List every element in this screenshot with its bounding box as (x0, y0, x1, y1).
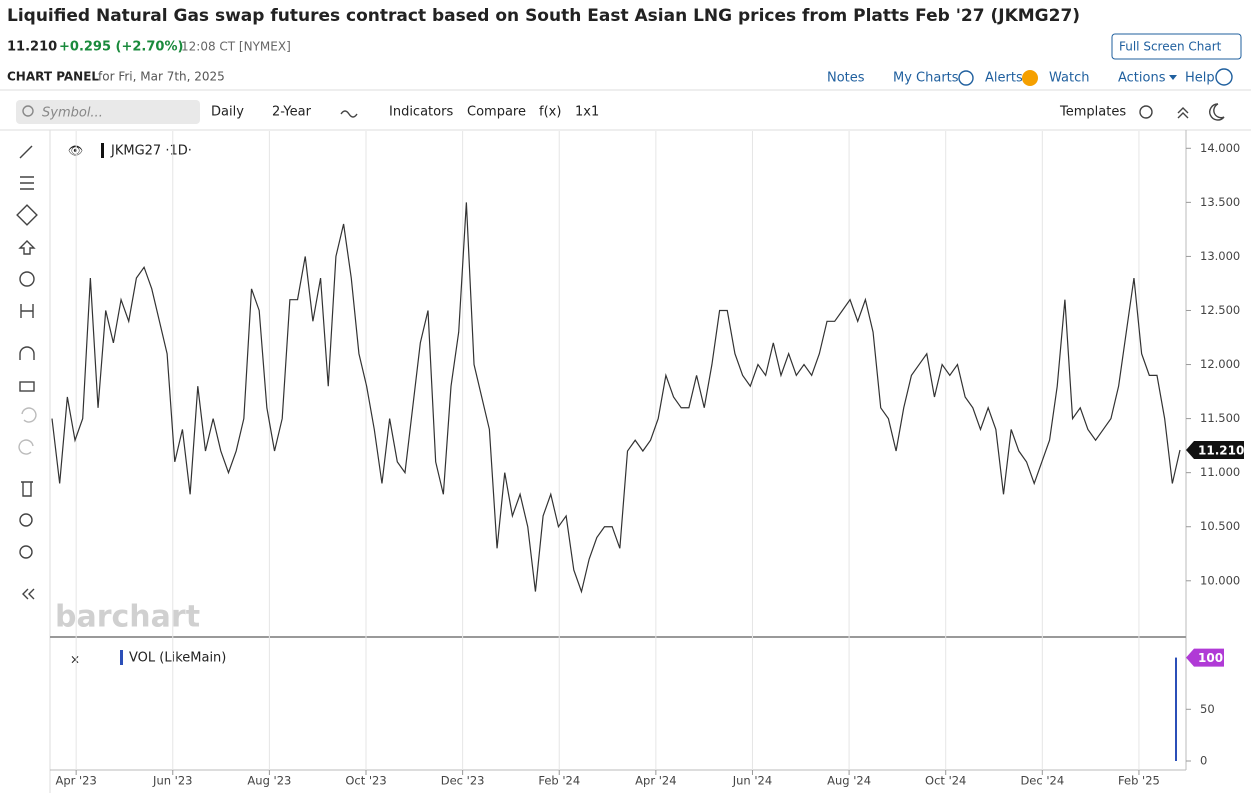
tool-zoom-in[interactable] (19, 513, 33, 527)
search-icon (22, 105, 34, 117)
nav-my-charts[interactable]: My Charts (893, 71, 959, 86)
y-tick-label: 10.000 (1200, 573, 1240, 587)
x-tick-label: Oct '23 (345, 774, 386, 788)
caret (1169, 75, 1177, 80)
x-tick-label: Apr '24 (635, 774, 676, 788)
tool-undo[interactable] (21, 407, 37, 423)
toolbar-templates[interactable]: Templates (1059, 105, 1126, 120)
y-tick-label: 13.500 (1200, 195, 1240, 209)
x-tick-label: Dec '23 (441, 774, 485, 788)
toolbar-compare[interactable]: Compare (467, 105, 526, 120)
settings-icon[interactable] (1139, 105, 1153, 119)
page-title: Liquified Natural Gas swap futures contr… (7, 6, 1080, 26)
tool-shape[interactable] (16, 204, 38, 226)
volume-badge (1186, 648, 1224, 667)
plus-icon[interactable] (958, 70, 974, 86)
collapse-icon[interactable] (1177, 107, 1189, 119)
watermark: barchart (55, 600, 200, 635)
tool-delete[interactable] (21, 481, 33, 497)
tool-lock[interactable] (19, 381, 35, 392)
panel-date: for Fri, Mar 7th, 2025 (98, 70, 225, 84)
tool-column (16, 145, 38, 600)
y-tick-label: 12.500 (1200, 303, 1240, 317)
x-tick-label: Apr '23 (55, 774, 96, 788)
close-icon[interactable]: × (70, 653, 80, 667)
y-tick-label: 11.500 (1200, 411, 1240, 425)
y-tick-label: 11.000 (1200, 465, 1240, 479)
legend-vol-swatch (120, 650, 123, 665)
tool-arrow[interactable] (18, 240, 36, 255)
theme-icon[interactable] (1209, 103, 1225, 121)
legend-volume[interactable]: VOL (LikeMain) (129, 651, 226, 666)
volume-badge-label: 100 (1198, 651, 1223, 665)
nav-alerts[interactable]: Alerts (985, 71, 1023, 86)
price-badge-label: 11.210 (1198, 443, 1244, 457)
tool-measure[interactable] (20, 304, 34, 318)
volume-bar (1175, 657, 1177, 761)
x-tick-label: Oct '24 (925, 774, 966, 788)
symbol-input[interactable] (16, 100, 200, 124)
x-tick-label: Feb '25 (1118, 774, 1160, 788)
tool-collapse[interactable] (22, 588, 35, 600)
x-tick-label: Feb '24 (538, 774, 580, 788)
chart-type-icon[interactable] (340, 110, 358, 118)
help-icon[interactable] (1215, 68, 1233, 86)
toolbar-daily[interactable]: Daily (211, 105, 244, 120)
x-tick-label: Jun '23 (152, 774, 192, 788)
nav-actions[interactable]: Actions (1118, 71, 1166, 86)
y-tick-label: 12.000 (1200, 357, 1240, 371)
tool-fib[interactable] (20, 176, 34, 190)
alert-icon[interactable] (1022, 70, 1038, 86)
eye-icon[interactable]: 👁 (68, 144, 83, 158)
y-tick-label: 50 (1200, 702, 1215, 716)
tool-count[interactable] (19, 271, 35, 287)
toolbar-range[interactable]: 2-Year (272, 105, 312, 120)
x-tick-label: Aug '24 (827, 774, 871, 788)
nav-watch[interactable]: Watch (1049, 71, 1089, 86)
fullscreen-label[interactable]: Full Screen Chart (1119, 40, 1222, 54)
x-tick-label: Jun '24 (732, 774, 772, 788)
tool-line[interactable] (19, 145, 33, 159)
y-tick-label: 13.000 (1200, 249, 1240, 263)
fullscreen-button[interactable] (1111, 33, 1242, 60)
legend-swatch (101, 143, 104, 158)
symbol-placeholder[interactable]: Symbol... (42, 106, 103, 121)
last-price: 11.210 (7, 40, 57, 55)
price-badge (1186, 440, 1244, 459)
x-tick-label: Aug '23 (247, 774, 291, 788)
legend-main[interactable]: JKMG27 ·1D· (110, 144, 192, 159)
price-change: +0.295 (+2.70%) (59, 40, 183, 55)
toolbar-fx[interactable]: f(x) (539, 105, 561, 120)
x-tick-label: Dec '24 (1020, 774, 1064, 788)
quote-time: 12:08 CT [NYMEX] (181, 40, 291, 54)
price-line (51, 202, 1181, 594)
nav-help[interactable]: Help (1185, 71, 1215, 86)
panel-label: CHART PANEL (7, 70, 99, 84)
y-tick-label: 0 (1200, 754, 1207, 768)
nav-notes[interactable]: Notes (827, 71, 865, 86)
tool-zoom-out[interactable] (19, 545, 33, 559)
y-tick-label: 14.000 (1200, 141, 1240, 155)
toolbar-indicators[interactable]: Indicators (389, 105, 453, 120)
y-tick-label: 10.500 (1200, 519, 1240, 533)
toolbar-layout[interactable]: 1x1 (575, 105, 599, 120)
tool-magnet[interactable] (19, 346, 35, 360)
tool-redo[interactable] (18, 439, 34, 455)
